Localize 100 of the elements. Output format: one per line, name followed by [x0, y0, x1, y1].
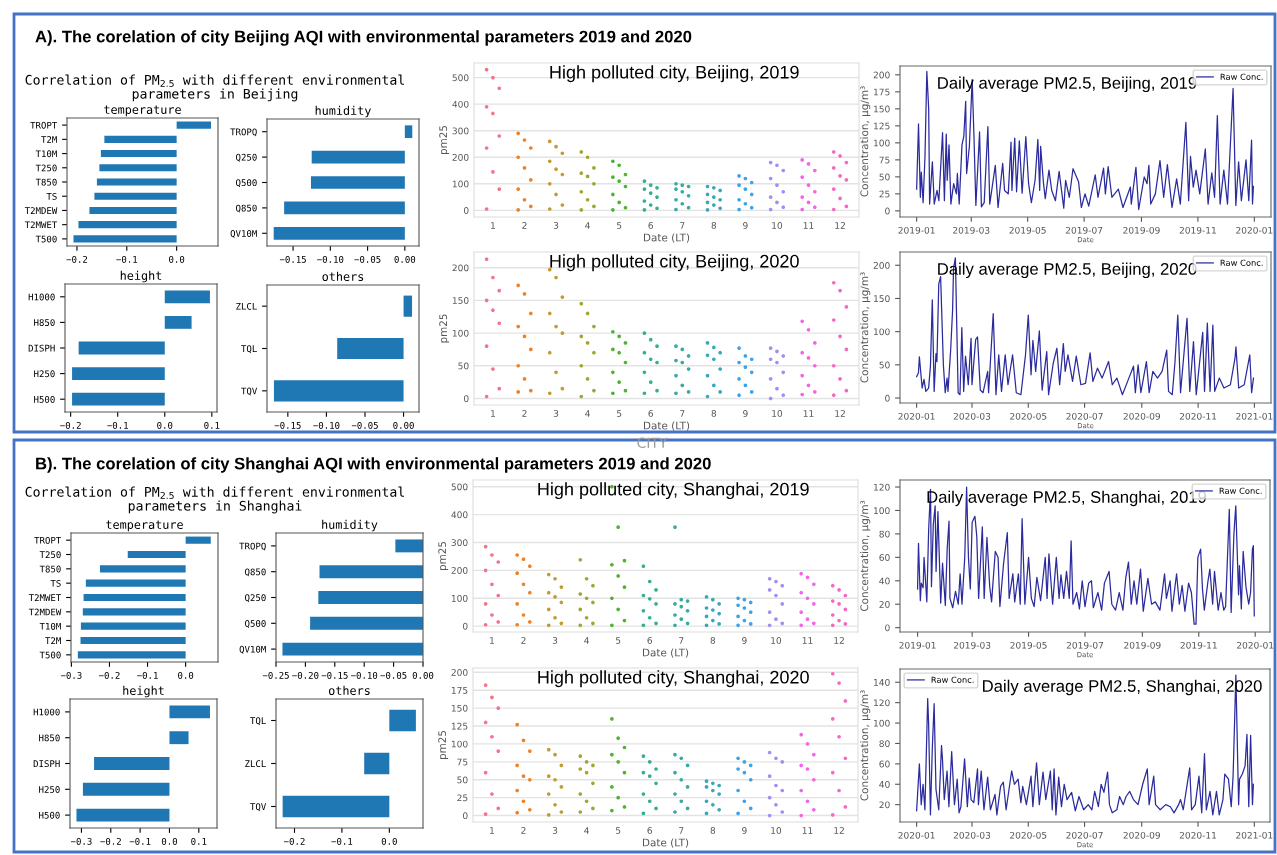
x-tick-label: −0.05 [354, 255, 381, 263]
chart-title: humidity [322, 519, 378, 532]
legend-label: Raw Conc. [931, 676, 974, 683]
y-tick-label: QV10M [230, 230, 257, 238]
y-tick-label: T500 [35, 235, 57, 243]
x-tick-label: 1 [490, 827, 494, 834]
y-tick-label: T2M [45, 637, 61, 644]
y-tick-label: T850 [39, 565, 61, 573]
chart-title: temperature [106, 520, 183, 532]
chart-title: others [328, 685, 370, 695]
bar [164, 290, 210, 304]
x-tick-label: 3 [553, 410, 559, 417]
x-tick-label: 8 [711, 410, 717, 417]
x-tick-label: 2020-05 [1010, 831, 1047, 839]
x-axis-title: Date (LT) [643, 233, 690, 243]
x-tick-label: 8 [710, 637, 716, 644]
x-tick-label: 2019-03 [953, 641, 991, 649]
x-tick-label: 0.00 [393, 421, 414, 429]
y-tick-label: DISPH [28, 344, 55, 352]
x-tick-label: 2020-01 [1236, 226, 1273, 234]
x-tick-label: 6 [648, 222, 654, 229]
y-tick-label: H1000 [33, 708, 60, 716]
x-tick-label: 5 [616, 222, 622, 229]
x-tick-label: 2019-01 [899, 641, 936, 649]
x-tick-label: 7 [679, 637, 684, 644]
bar [72, 392, 165, 406]
x-tick-label: 8 [710, 827, 716, 834]
y-tick-label: 150 [452, 297, 469, 304]
x-tick-label: −0.10 [317, 255, 344, 263]
x-tick-label: 1 [491, 410, 495, 417]
x-tick-label: −0.2 [98, 671, 120, 679]
x-tick-label: 2021-01 [1236, 831, 1273, 839]
x-tick-label: 2019-09 [1124, 641, 1161, 649]
y-tick-label: ZLCL [236, 302, 257, 310]
x-tick-label: 6 [647, 827, 653, 834]
y-tick-label: 300 [451, 539, 468, 547]
y-tick-label: TROPQ [230, 128, 257, 137]
x-tick-label: 10 [771, 827, 782, 834]
y-tick-label: 60 [879, 554, 890, 561]
y-tick-label: T250 [39, 551, 61, 559]
bar [94, 757, 170, 770]
y-tick-label: 100 [452, 329, 469, 337]
x-tick-label: 4 [585, 222, 590, 229]
x-tick-label: 2020-11 [1179, 412, 1217, 420]
y-tick-label: H250 [39, 786, 60, 793]
x-tick-label: 7 [680, 222, 685, 229]
x-tick-label: 2 [522, 410, 527, 417]
x-tick-label: 10 [772, 410, 783, 417]
x-tick-label: −0.10 [351, 671, 378, 679]
y-tick-label: Q250 [236, 153, 257, 162]
y-tick-label: 100 [451, 740, 468, 748]
y-tick-label: 400 [451, 511, 468, 519]
x-tick-label: 2021-01 [1236, 412, 1273, 420]
x-tick-label: 10 [772, 222, 783, 229]
x-tick-label: 2019-05 [1009, 226, 1046, 234]
y-tick-label: T250 [35, 164, 57, 172]
x-tick-label: 11 [802, 827, 813, 834]
text: B). The corelation of city Shanghai AQI with environmental parameters 2019 and 2020 [36, 457, 711, 473]
x-tick-label: −0.25 [262, 671, 289, 679]
y-tick-label: Q850 [245, 568, 266, 577]
x-tick-label: −0.05 [380, 671, 407, 679]
y-axis-title: pm25 [439, 314, 450, 343]
y-tick-label: 50 [879, 361, 890, 369]
chart-title: humidity [315, 105, 371, 118]
x-tick-label: 3 [553, 222, 559, 229]
x-tick-label: 2020-05 [1010, 412, 1047, 420]
x-tick-label: 2020-01 [1237, 641, 1274, 649]
y-tick-label: T2MDEW [28, 608, 62, 616]
x-tick-label: 0.0 [169, 255, 185, 263]
y-tick-label: 0 [463, 207, 469, 214]
x-tick-label: −0.3 [70, 837, 92, 845]
text: Correlation of PM$_{2.5}$ with different environmental parameters in Shanghai [25, 486, 404, 514]
x-tick-label: 2020-03 [953, 831, 991, 839]
bar [78, 341, 165, 355]
x-axis-title: Date (LT) [642, 838, 689, 848]
y-tick-label: 50 [458, 362, 469, 370]
x-tick-label: 7 [680, 410, 685, 417]
x-tick-label: 7 [679, 827, 684, 834]
x-tick-label: −0.15 [279, 255, 306, 263]
chart-title: High polluted city, Beijing, 2020 [550, 254, 799, 272]
x-axis-title: Date (LT) [643, 421, 690, 431]
x-tick-label: −0.05 [351, 421, 378, 429]
bar [82, 782, 170, 796]
x-tick-label: 2 [521, 827, 526, 834]
x-tick-label: 4 [584, 827, 589, 834]
y-tick-label: 200 [873, 71, 890, 79]
x-tick-label: 2020-09 [1123, 412, 1161, 420]
y-tick-label: 300 [452, 127, 469, 135]
y-tick-label: 100 [452, 180, 469, 188]
y-tick-label: 200 [452, 264, 469, 272]
y-tick-label: 80 [879, 530, 890, 538]
x-tick-label: 2019-05 [1010, 641, 1047, 649]
x-tick-label: 9 [743, 222, 748, 229]
y-tick-label: 50 [457, 776, 468, 784]
y-tick-label: ZLCL [245, 760, 266, 768]
x-tick-label: 12 [835, 410, 845, 417]
y-tick-label: T500 [39, 651, 61, 659]
bar [169, 731, 189, 745]
x-tick-label: 2 [521, 637, 526, 644]
x-tick-label: 2020-07 [1066, 412, 1103, 420]
